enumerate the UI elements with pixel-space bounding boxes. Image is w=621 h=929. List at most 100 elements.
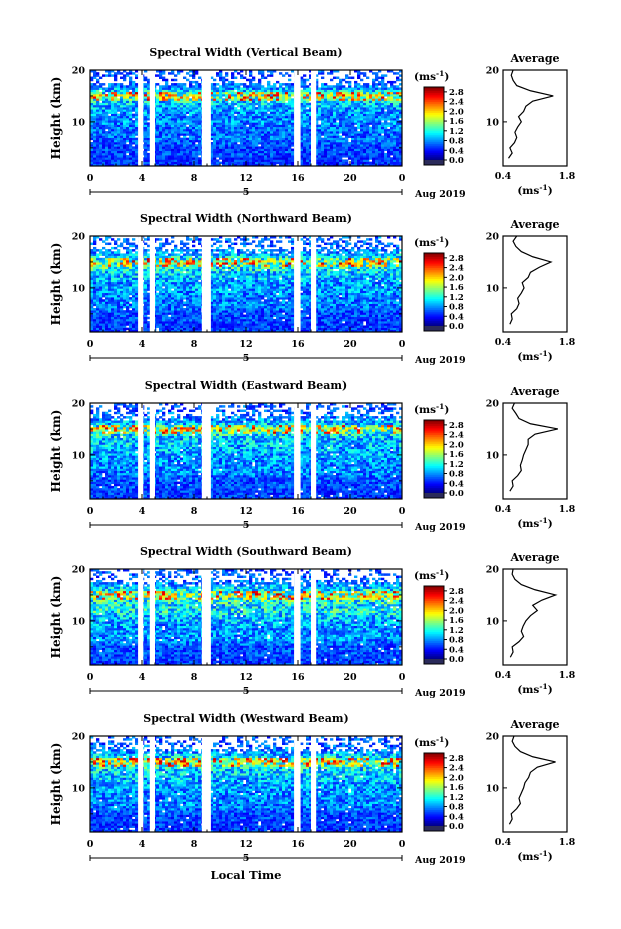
heatmap-cell <box>102 109 106 112</box>
heatmap-cell <box>105 323 109 326</box>
heatmap-cell <box>126 316 130 320</box>
heatmap-cell <box>279 144 283 147</box>
heatmap-cell <box>231 148 235 152</box>
heatmap-cell <box>378 94 382 97</box>
heatmap-cell <box>255 111 259 114</box>
heatmap-cell <box>372 72 376 75</box>
heatmap-cell <box>252 131 256 134</box>
heatmap-cell <box>336 139 340 143</box>
heatmap-cell <box>216 321 220 324</box>
heatmap-cell <box>330 144 334 147</box>
heatmap-cell <box>222 126 226 130</box>
heatmap-cell <box>348 146 352 149</box>
heatmap-cell <box>162 128 166 132</box>
heatmap-cell <box>195 144 199 147</box>
heatmap-cell <box>198 113 202 117</box>
heatmap-cell <box>396 144 400 147</box>
heatmap-cell <box>309 98 313 101</box>
heatmap-cell <box>357 161 361 165</box>
heatmap-cell <box>285 321 289 324</box>
heatmap-cell <box>213 155 217 158</box>
heatmap-cell <box>180 118 184 121</box>
heatmap-cell <box>324 139 328 143</box>
heatmap-cell <box>279 150 283 154</box>
heatmap-cell <box>177 318 181 322</box>
heatmap-cell <box>327 131 331 134</box>
heatmap-cell <box>123 107 127 110</box>
heatmap-cell <box>255 325 259 328</box>
heatmap-cell <box>273 314 277 318</box>
heatmap-cell <box>198 120 202 123</box>
heatmap-cell <box>225 163 229 167</box>
heatmap-cell <box>249 146 253 149</box>
heatmap-cell <box>270 148 274 152</box>
heatmap-cell <box>333 76 337 80</box>
heatmap-cell <box>174 157 178 160</box>
heatmap-cell <box>315 111 319 114</box>
heatmap-cell <box>183 104 187 108</box>
heatmap-cell <box>261 91 265 95</box>
heatmap-cell <box>291 113 295 117</box>
heatmap-cell <box>222 80 226 84</box>
heatmap-cell <box>324 126 328 130</box>
heatmap-cell <box>159 159 163 162</box>
heatmap-cell <box>321 131 325 134</box>
heatmap-cell <box>267 155 271 158</box>
heatmap-cell <box>123 148 127 152</box>
heatmap-cell <box>240 74 244 77</box>
colorbar-tick-label: 2.0 <box>449 107 464 117</box>
heatmap-cell <box>111 159 115 162</box>
heatmap-cell <box>162 142 166 145</box>
heatmap-cell <box>363 118 367 121</box>
heatmap-cell <box>387 152 391 156</box>
heatmap-cell <box>180 316 184 320</box>
colorbar-segment <box>424 94 444 97</box>
heatmap-cell <box>303 98 307 101</box>
heatmap-cell <box>90 142 94 145</box>
heatmap-cell <box>252 100 256 104</box>
heatmap-cell <box>261 128 265 132</box>
heatmap-cell <box>228 142 232 145</box>
heatmap-cell <box>342 139 346 143</box>
heatmap-cell <box>261 161 265 165</box>
heatmap-cell <box>195 102 199 106</box>
heatmap-cell <box>210 85 214 88</box>
heatmap-cell <box>381 155 385 158</box>
heatmap-cell <box>384 128 388 132</box>
heatmap-cell <box>291 314 295 318</box>
heatmap-cell <box>315 150 319 154</box>
heatmap-cell <box>144 111 148 114</box>
heatmap-cell <box>240 111 244 114</box>
heatmap-cell <box>333 102 337 106</box>
heatmap-cell <box>363 102 367 106</box>
heatmap-cell <box>216 109 220 112</box>
heatmap-cell <box>309 91 313 95</box>
heatmap-cell <box>231 122 235 125</box>
heatmap-cell <box>345 329 349 333</box>
heatmap-cell <box>189 137 193 141</box>
heatmap-cell <box>129 314 133 318</box>
heatmap-cell <box>360 102 364 106</box>
heatmap-cell <box>186 133 190 136</box>
heatmap-cell <box>195 126 199 130</box>
heatmap-cell <box>237 89 241 93</box>
heatmap-cell <box>132 128 136 132</box>
heatmap-cell <box>258 163 262 167</box>
heatmap-cell <box>120 89 124 93</box>
heatmap-cell <box>264 128 268 132</box>
heatmap-cell <box>261 316 265 320</box>
colorbar-segment <box>424 92 444 95</box>
heatmap-cell <box>186 161 190 165</box>
heatmap-cell <box>390 120 394 123</box>
heatmap-cell <box>390 96 394 99</box>
heatmap-cell <box>165 104 169 108</box>
heatmap-cell <box>132 98 136 101</box>
heatmap-cell <box>375 96 379 99</box>
heatmap-cell <box>213 135 217 138</box>
heatmap-cell <box>234 135 238 138</box>
heatmap-cell <box>372 131 376 134</box>
heatmap-cell <box>351 124 355 128</box>
heatmap-cell <box>174 124 178 128</box>
heatmap-cell <box>219 323 223 326</box>
heatmap-cell <box>252 85 256 88</box>
